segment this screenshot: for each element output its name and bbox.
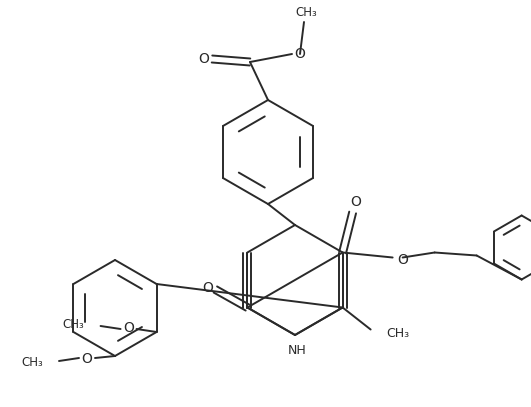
Text: O: O xyxy=(199,52,209,66)
Text: O: O xyxy=(350,195,361,210)
Text: O: O xyxy=(202,280,213,295)
Text: CH₃: CH₃ xyxy=(63,319,84,331)
Text: O: O xyxy=(397,252,408,267)
Text: O: O xyxy=(82,352,92,366)
Text: O: O xyxy=(123,321,134,335)
Text: CH₃: CH₃ xyxy=(21,355,43,368)
Text: CH₃: CH₃ xyxy=(295,6,317,18)
Text: NH: NH xyxy=(288,344,306,357)
Text: CH₃: CH₃ xyxy=(387,327,410,340)
Text: O: O xyxy=(295,47,305,61)
